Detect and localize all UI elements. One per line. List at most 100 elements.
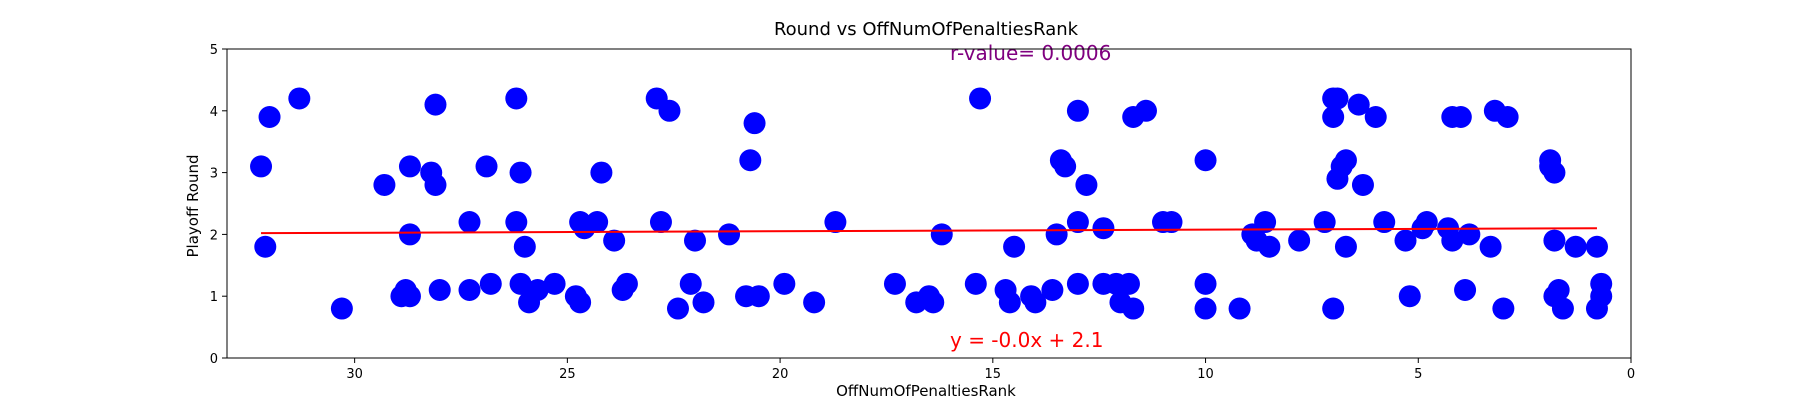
data-point (1590, 272, 1613, 295)
data-point (424, 93, 447, 116)
x-tick-label: 25 (559, 367, 576, 382)
data-point (509, 161, 532, 184)
chart-title: Round vs OffNumOfPenaltiesRank (774, 19, 1079, 40)
data-point (1092, 217, 1115, 240)
data-point (1075, 173, 1098, 196)
y-tick-label: 3 (210, 167, 218, 182)
y-tick-label: 5 (210, 43, 218, 58)
data-point (1003, 235, 1026, 258)
y-tick-label: 0 (210, 352, 218, 367)
data-point (543, 272, 566, 295)
data-point (1394, 229, 1417, 252)
data-point (1228, 297, 1251, 320)
data-point (679, 272, 702, 295)
data-point (330, 297, 353, 320)
data-point (969, 87, 992, 110)
data-point (509, 272, 532, 295)
data-point (718, 223, 741, 246)
data-point (479, 272, 502, 295)
equation-annotation: y = -0.0x + 2.1 (950, 328, 1103, 352)
data-point (1415, 211, 1438, 234)
data-point (615, 272, 638, 295)
data-point (1347, 93, 1370, 116)
data-point (1326, 87, 1349, 110)
data-point (1543, 161, 1566, 184)
data-point (666, 297, 689, 320)
data-point (505, 87, 528, 110)
data-point (1564, 235, 1587, 258)
data-point (998, 291, 1021, 314)
x-tick-label: 20 (772, 367, 789, 382)
data-point (1364, 105, 1387, 128)
data-point (398, 285, 421, 308)
data-point (1194, 297, 1217, 320)
data-point (649, 211, 672, 234)
x-tick-label: 5 (1414, 367, 1422, 382)
data-point (1398, 285, 1421, 308)
data-point (586, 211, 609, 234)
data-point (288, 87, 311, 110)
data-point (1160, 211, 1183, 234)
data-point (1373, 211, 1396, 234)
data-point (773, 272, 796, 295)
data-point (1024, 291, 1047, 314)
data-point (1441, 229, 1464, 252)
x-tick-label: 15 (985, 367, 1002, 382)
data-point (258, 105, 281, 128)
x-axis-label: OffNumOfPenaltiesRank (836, 382, 1016, 400)
data-point (1547, 279, 1570, 302)
data-point (1334, 235, 1357, 258)
data-point (254, 235, 277, 258)
data-point (1334, 149, 1357, 172)
data-point (922, 291, 945, 314)
data-point (569, 291, 592, 314)
points-layer (250, 87, 1613, 320)
data-point (1449, 105, 1472, 128)
data-point (1194, 149, 1217, 172)
data-point (1066, 211, 1089, 234)
data-point (1194, 272, 1217, 295)
data-point (373, 173, 396, 196)
data-point (1122, 297, 1145, 320)
x-tick-label: 10 (1197, 367, 1214, 382)
data-point (428, 279, 451, 302)
y-axis-label: Playoff Round (184, 154, 202, 257)
data-point (513, 235, 536, 258)
data-point (1258, 235, 1281, 258)
data-point (1322, 105, 1345, 128)
data-point (1496, 105, 1519, 128)
x-tick-label: 0 (1627, 367, 1635, 382)
data-point (930, 223, 953, 246)
data-point (964, 272, 987, 295)
data-point (398, 155, 421, 178)
y-tick-label: 1 (210, 290, 218, 305)
data-point (250, 155, 273, 178)
data-point (1454, 279, 1477, 302)
data-point (1117, 272, 1140, 295)
data-point (505, 211, 528, 234)
regression-line (261, 227, 1597, 235)
data-point (1066, 99, 1089, 122)
data-point (803, 291, 826, 314)
data-point (458, 279, 481, 302)
data-point (824, 211, 847, 234)
data-point (1254, 211, 1277, 234)
data-point (692, 291, 715, 314)
plot-frame (226, 48, 1632, 359)
r-value-annotation: r-value= 0.0006 (950, 41, 1111, 65)
data-point (398, 223, 421, 246)
data-point (590, 161, 613, 184)
data-point (1313, 211, 1336, 234)
data-point (1585, 235, 1608, 258)
data-point (475, 155, 498, 178)
data-point (603, 229, 626, 252)
data-point (658, 99, 681, 122)
data-point (1492, 297, 1515, 320)
data-point (1041, 279, 1064, 302)
data-point (747, 285, 770, 308)
data-point (739, 149, 762, 172)
data-point (1479, 235, 1502, 258)
data-point (1066, 272, 1089, 295)
data-point (883, 272, 906, 295)
